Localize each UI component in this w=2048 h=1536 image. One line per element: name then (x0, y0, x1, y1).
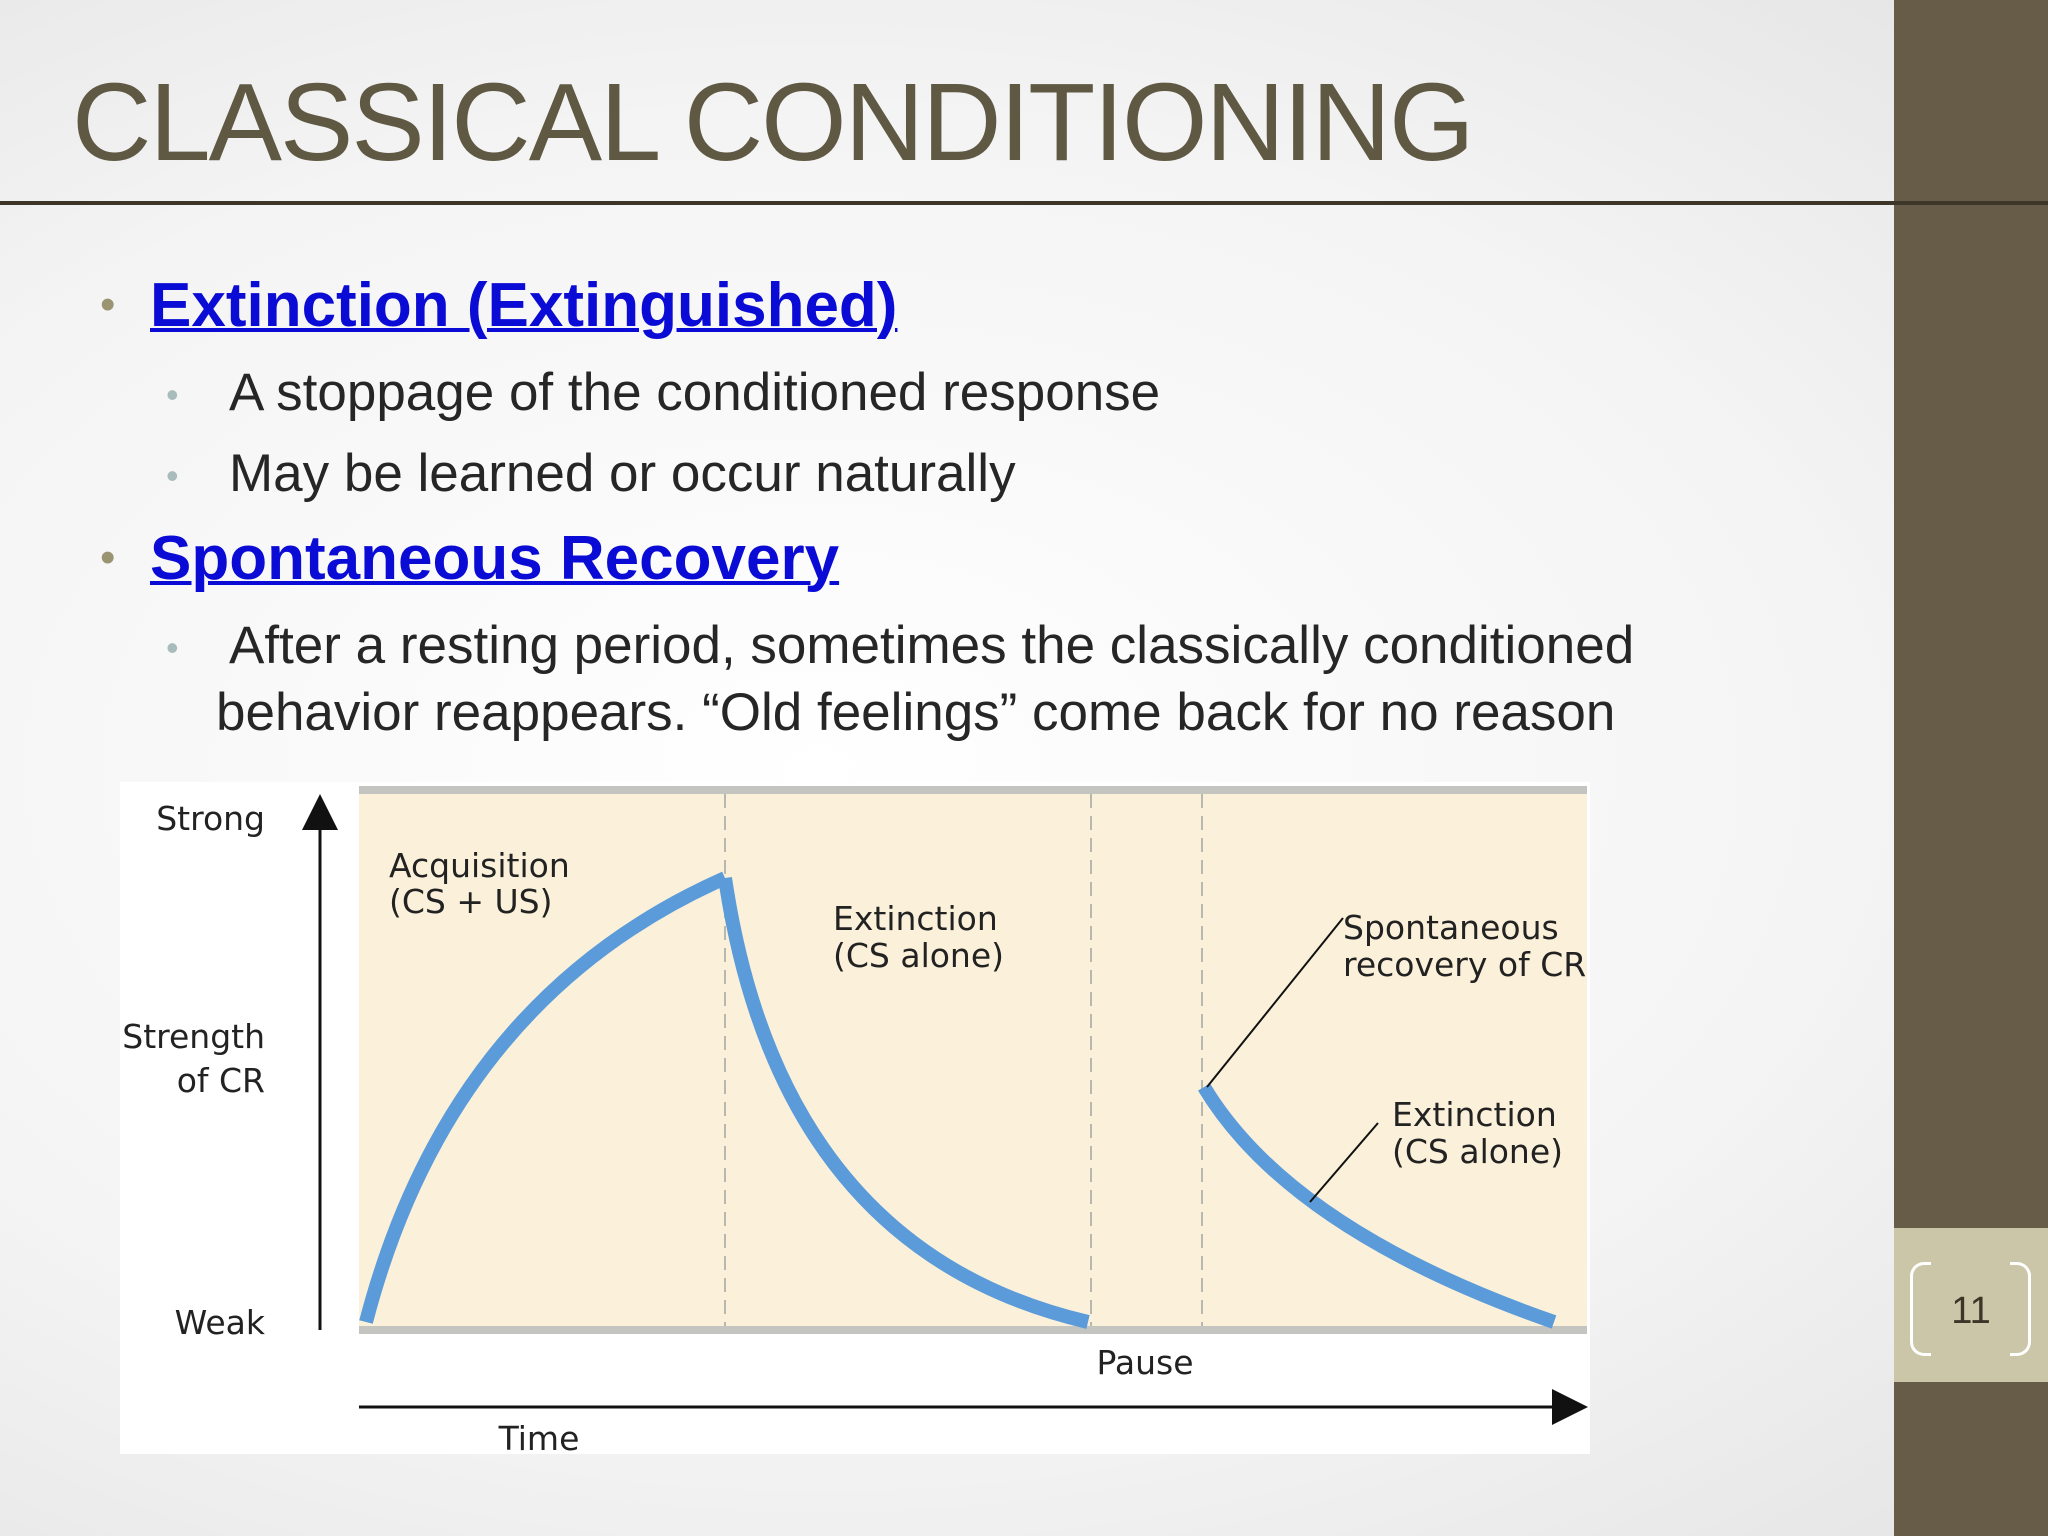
bullet: • (100, 280, 116, 329)
phase-label: (CS alone) (1392, 1132, 1563, 1171)
phase-label: Spontaneous (1343, 908, 1559, 947)
bullet-text: behavior reappears. “Old feelings” come … (216, 683, 1616, 742)
page-number-box (1894, 1228, 2048, 1382)
bullet-text: After a resting period, sometimes the cl… (229, 616, 1635, 675)
axis-label: Weak (175, 1303, 266, 1342)
diagram: Strong Strength of CR Weak Pause Time Ac… (122, 786, 1588, 1458)
title-rule (0, 201, 2048, 205)
bullet: • (166, 455, 179, 496)
phase-label: (CS + US) (389, 882, 552, 921)
bullet-heading[interactable]: Extinction (Extinguished) (150, 271, 898, 340)
phase-label: Extinction (833, 899, 998, 938)
axis-label: Strength (122, 1017, 265, 1056)
axis-label: Strong (156, 799, 265, 838)
bullet: • (166, 627, 179, 668)
phase-label: Acquisition (389, 846, 570, 885)
bullet-text: A stoppage of the conditioned response (229, 363, 1161, 422)
phase-label: recovery of CR (1343, 945, 1586, 984)
bullet-text: May be learned or occur naturally (229, 444, 1016, 503)
leader (1206, 917, 1344, 1088)
bracket (2010, 1262, 2031, 1356)
bullet-heading[interactable]: Spontaneous Recovery (150, 524, 840, 593)
phase-label: Extinction (1392, 1095, 1557, 1134)
bullet: • (166, 374, 179, 415)
phase-label: (CS alone) (833, 936, 1004, 975)
pause-label: Pause (1096, 1343, 1193, 1382)
bullet: • (100, 533, 116, 582)
leader (1309, 1122, 1379, 1203)
slide-title: CLASSICAL CONDITIONING (72, 61, 1475, 184)
curves (359, 871, 1557, 1329)
axis-label: Time (498, 1419, 580, 1458)
page-number: 11 (1951, 1290, 1991, 1332)
bracket (1910, 1262, 1931, 1356)
axis-label: of CR (177, 1061, 265, 1100)
